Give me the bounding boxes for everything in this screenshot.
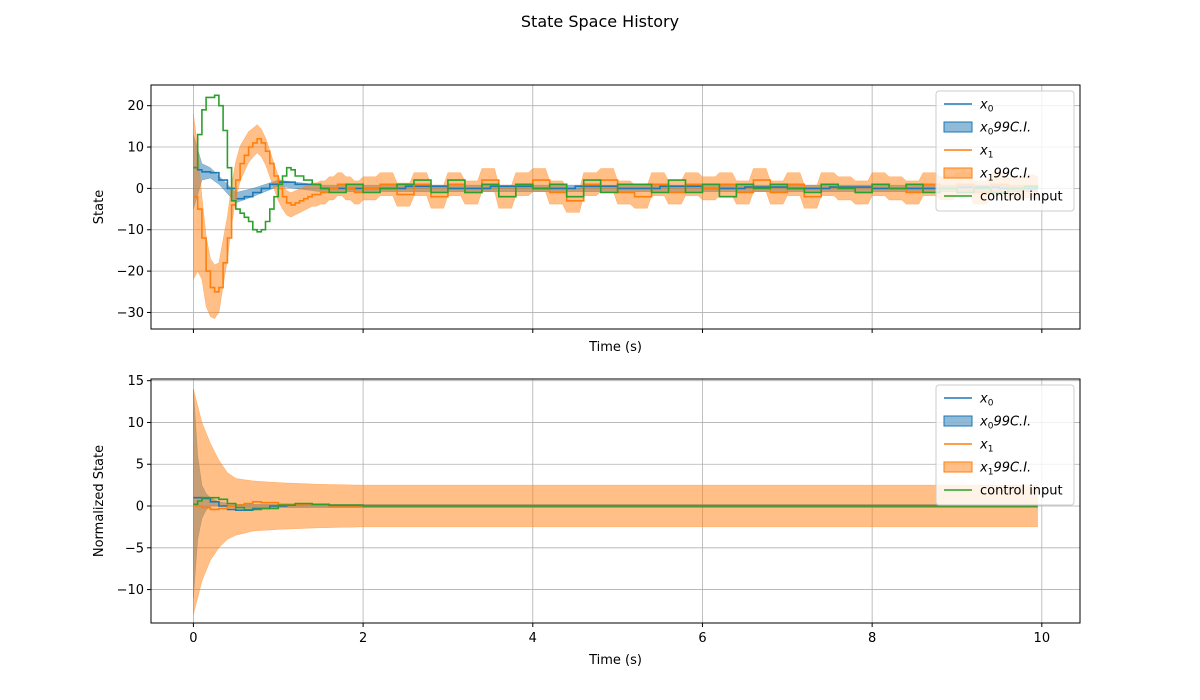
x-axis-label: Time (s) — [588, 340, 642, 355]
legend-label-x1: x1 — [979, 144, 993, 161]
axis-ticks: −30 −20 −10 0 10 20 — [117, 99, 1043, 333]
legend-box — [935, 90, 1075, 212]
legend-swatch-x0-ci — [943, 415, 973, 427]
y-tick-label: −20 — [117, 265, 144, 280]
axes-frame — [150, 378, 1081, 624]
legend-swatch-x0-ci — [943, 121, 973, 133]
legend-label-x0-ci: x099C.I. — [979, 415, 1031, 432]
y-tick-label: 10 — [127, 416, 144, 431]
x-tick-label: 4 — [529, 631, 537, 646]
x-tick-label: 0 — [189, 631, 197, 646]
legend: x0 x099C.I. x1 x199C.I. control input — [935, 90, 1075, 212]
series-x0 — [193, 166, 1038, 200]
y-axis-label: State — [92, 190, 107, 224]
y-axis-label: Normalized State — [92, 445, 107, 557]
y-tick-label: 20 — [127, 99, 144, 114]
x-tick-label: 8 — [868, 631, 876, 646]
legend-swatch-x1-ci — [943, 461, 973, 473]
y-tick-label: 0 — [136, 182, 144, 197]
axes-frame — [150, 84, 1081, 330]
plot-area — [193, 388, 1038, 615]
series-control-input — [193, 94, 1039, 233]
legend-label-x1-ci: x199C.I. — [979, 461, 1031, 478]
bottom-subplot: 0 2 4 6 8 10 −10 −5 0 5 10 15 Time (s) Normalized Sta… — [92, 374, 1081, 668]
x-tick-label: 10 — [1034, 631, 1051, 646]
x-tick-label: 2 — [359, 631, 367, 646]
band-x1-99c-i- — [193, 388, 1038, 615]
y-tick-label: 10 — [127, 141, 144, 156]
legend-label-x0: x0 — [979, 392, 994, 409]
legend-box — [935, 384, 1075, 506]
y-tick-label: −5 — [125, 541, 144, 556]
legend-label-x0: x0 — [979, 98, 994, 115]
series-control-input — [193, 496, 1038, 511]
plot-area — [193, 94, 1039, 320]
y-tick-label: −10 — [117, 223, 144, 238]
x-tick-label: 6 — [698, 631, 706, 646]
legend-label-x1: x1 — [979, 438, 993, 455]
y-tick-label: −30 — [117, 306, 144, 321]
legend: x0 x099C.I. x1 x199C.I. control input — [935, 384, 1075, 506]
legend-label-x1-ci: x199C.I. — [979, 167, 1031, 184]
legend-label-control-input: control input — [980, 190, 1063, 205]
y-tick-label: 0 — [136, 500, 144, 515]
y-tick-label: 5 — [136, 458, 144, 473]
y-tick-label: 15 — [127, 374, 144, 389]
figure-title: State Space History — [521, 12, 679, 31]
x-axis-label: Time (s) — [588, 653, 642, 668]
legend-swatch-x1-ci — [943, 167, 973, 179]
legend-label-x0-ci: x099C.I. — [979, 121, 1031, 138]
axis-ticks: 0 2 4 6 8 10 −10 −5 0 5 10 15 — [117, 374, 1051, 646]
series-x1 — [193, 501, 1038, 511]
y-tick-label: −10 — [117, 583, 144, 598]
legend-label-control-input: control input — [980, 484, 1063, 499]
